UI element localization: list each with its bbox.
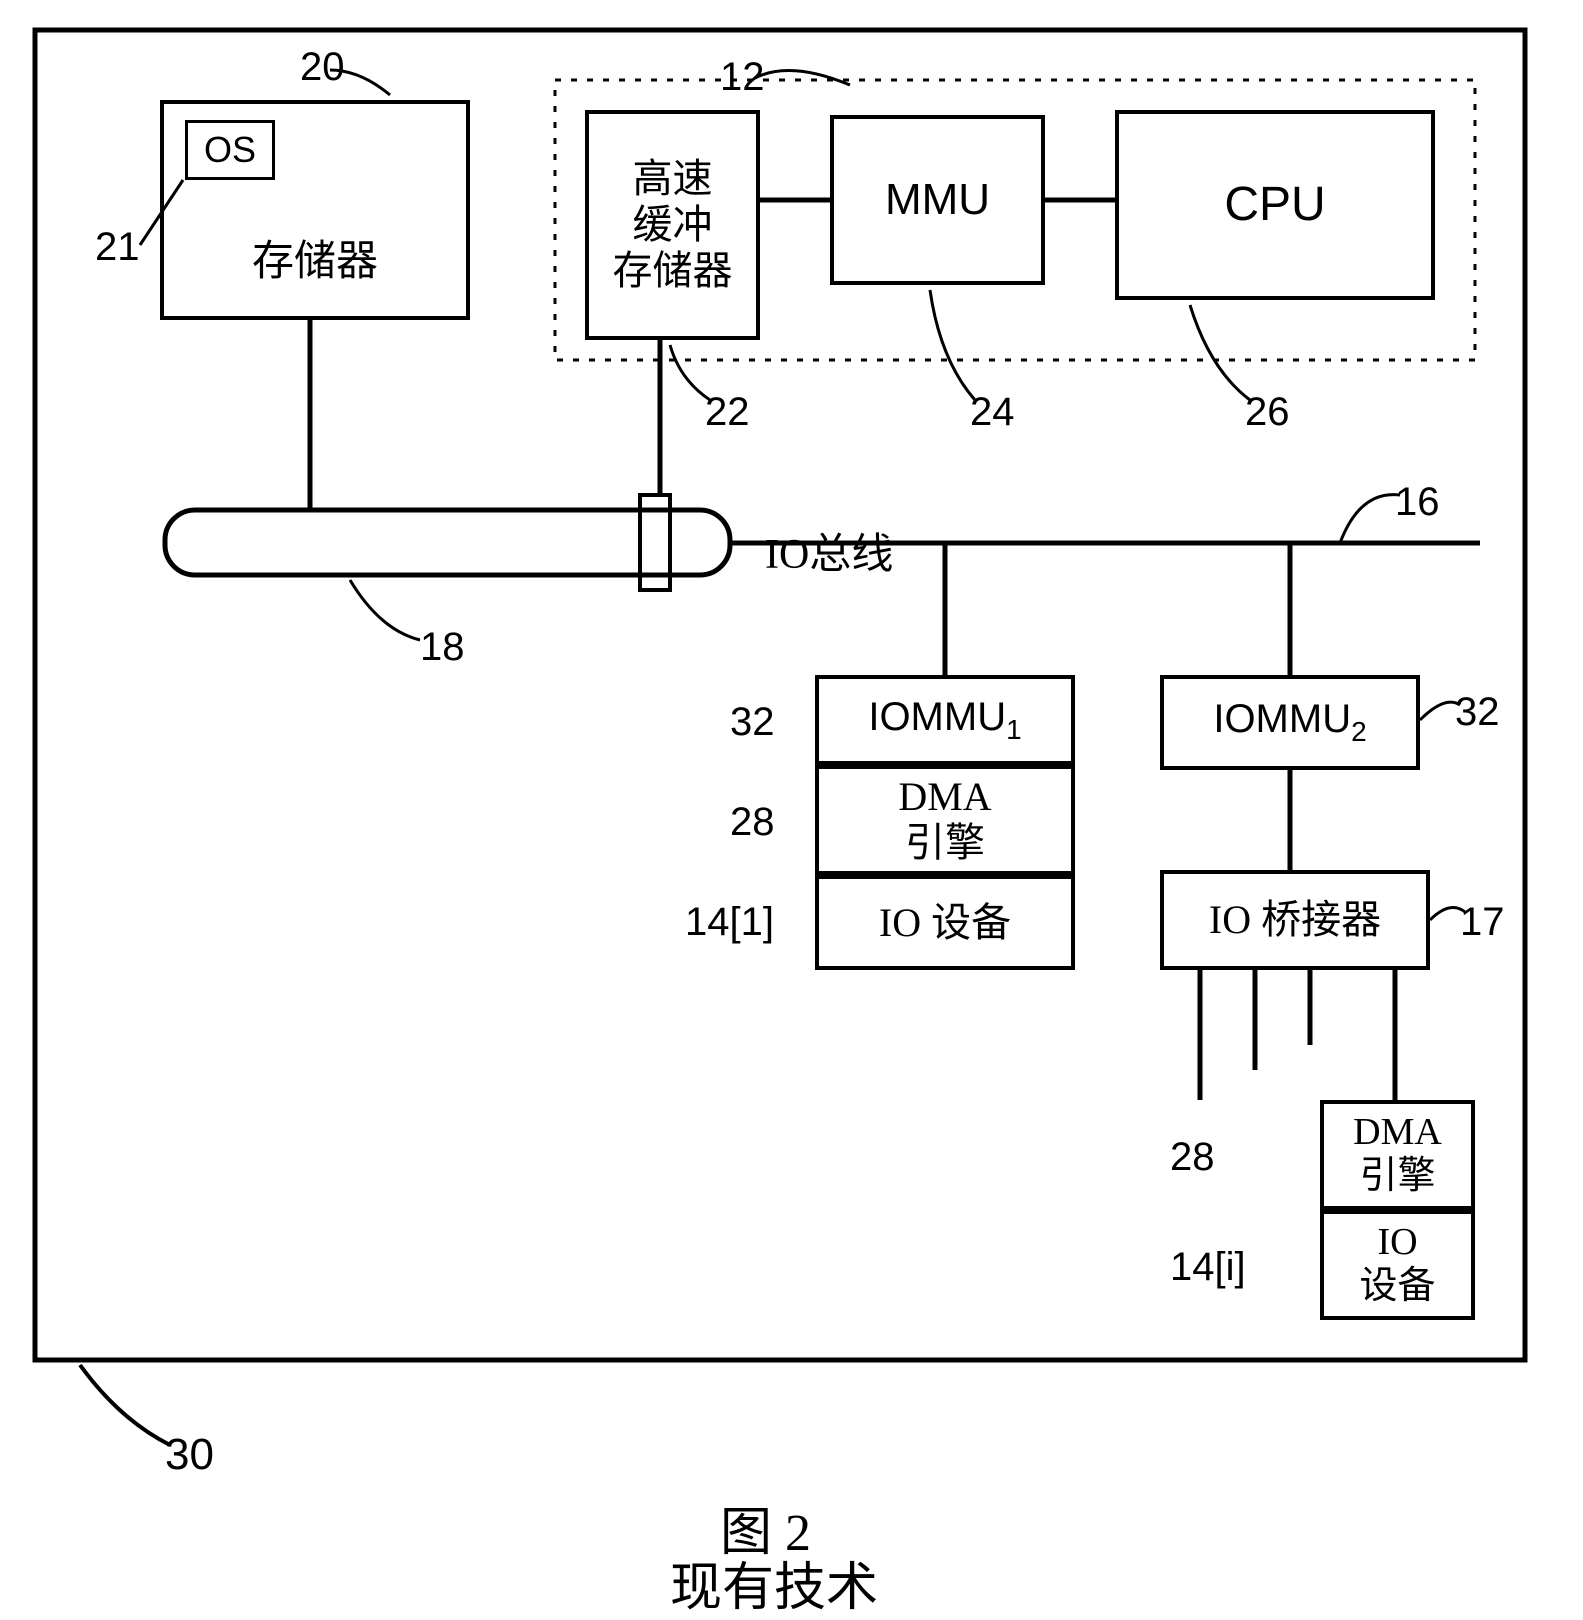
ref-l30: 30 [165,1430,214,1480]
os-box: OS [185,120,275,180]
io1-box: IO 设备 [815,875,1075,970]
ref-l14_1: 14[1] [685,900,774,945]
ref-l28b: 28 [1170,1135,1215,1180]
figure-caption: 现有技术 [670,1545,878,1620]
io-bus-label: IO总线 [765,520,893,581]
io1-label: IO 设备 [879,900,1011,946]
ref-l18: 18 [420,625,465,670]
ref-l24: 24 [970,390,1015,435]
ref-l28a: 28 [730,800,775,845]
mmu-label: MMU [885,175,990,226]
ref-l12: 12 [720,55,765,100]
dma1-label: DMA引擎 [898,774,991,866]
dma1-box: DMA引擎 [815,765,1075,875]
io-bridge-box: IO 桥接器 [1160,870,1430,970]
cpu-box: CPU [1115,110,1435,300]
ref-l32a: 32 [730,700,775,745]
iommu1-label: IOMMU1 [868,694,1021,746]
iommu1-box: IOMMU1 [815,675,1075,765]
io2-box: IO设备 [1320,1210,1475,1320]
cache-label: 高速缓冲存储器 [613,156,733,294]
ref-l20: 20 [300,45,345,90]
ref-l17: 17 [1460,900,1505,945]
ref-l22: 22 [705,390,750,435]
dma2-label: DMA引擎 [1353,1111,1442,1198]
io2-label: IO设备 [1359,1221,1435,1308]
ref-l32b: 32 [1455,690,1500,735]
dma2-box: DMA引擎 [1320,1100,1475,1210]
cpu-label: CPU [1224,177,1325,232]
mmu-box: MMU [830,115,1045,285]
ref-l16: 16 [1395,480,1440,525]
ref-l14i: 14[i] [1170,1245,1246,1290]
iommu2-label: IOMMU2 [1213,696,1366,748]
ref-l21: 21 [95,225,140,270]
ref-l26: 26 [1245,390,1290,435]
io-bridge-label: IO 桥接器 [1209,897,1381,943]
diagram-stage: 存储器 OS 高速缓冲存储器 MMU CPU IO总线 IOMMU1 DMA引擎… [0,0,1583,1602]
iommu2-box: IOMMU2 [1160,675,1420,770]
os-label: OS [204,129,256,171]
cache-box: 高速缓冲存储器 [585,110,760,340]
memory-label: 存储器 [252,238,378,286]
